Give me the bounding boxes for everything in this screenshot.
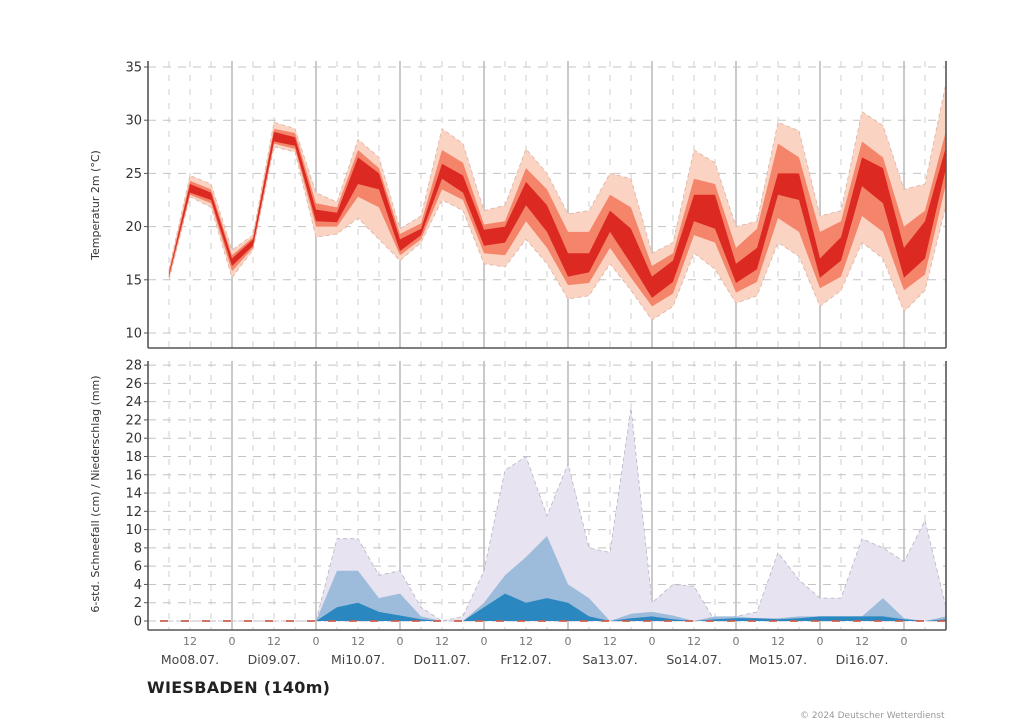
y-tick-label: 35: [125, 61, 142, 76]
y-tick-label: 20: [125, 432, 142, 447]
hour-tick-label: 12: [267, 635, 281, 648]
y-tick-label: 2: [134, 596, 142, 611]
y-tick-label: 6: [134, 560, 142, 575]
precipitation-ylabel: 6-std. Schneefall (cm) / Niederschlag (m…: [89, 375, 102, 612]
temperature-chart: 10 15 20 25 30 35 Temperatur 2m (°C): [89, 61, 947, 349]
day-label: Do11.07.: [413, 652, 470, 667]
hour-tick-label: 0: [733, 635, 740, 648]
hour-tick-label: 12: [351, 635, 365, 648]
hour-tick-label: 0: [481, 635, 488, 648]
hour-tick-label: 0: [817, 635, 824, 648]
hour-tick-label: 0: [649, 635, 656, 648]
hour-tick-label: 0: [901, 635, 908, 648]
hour-tick-label: 12: [603, 635, 617, 648]
day-label: Mo08.07.: [161, 652, 219, 667]
y-tick-label: 16: [125, 468, 142, 483]
hour-tick-label: 12: [183, 635, 197, 648]
y-tick-label: 22: [125, 413, 142, 428]
y-tick-label: 0: [134, 615, 142, 630]
hour-tick-label: 12: [435, 635, 449, 648]
day-label: Sa13.07.: [582, 652, 637, 667]
hour-tick-label: 0: [565, 635, 572, 648]
hour-tick-label: 12: [519, 635, 533, 648]
day-label: So14.07.: [666, 652, 721, 667]
y-tick-label: 15: [125, 273, 142, 288]
day-label: Mi10.07.: [331, 652, 385, 667]
hour-tick-label: 0: [229, 635, 236, 648]
day-label: Di09.07.: [248, 652, 301, 667]
ensemble-band: [169, 131, 946, 298]
y-tick-label: 25: [125, 167, 142, 182]
y-tick-label: 4: [134, 578, 142, 593]
hour-tick-label: 12: [687, 635, 701, 648]
y-tick-label: 10: [125, 523, 142, 538]
station-title: WIESBADEN (140m): [147, 678, 331, 697]
day-label: Fr12.07.: [500, 652, 551, 667]
ensemble-band: [169, 536, 946, 621]
hour-tick-label: 12: [771, 635, 785, 648]
temperature-axes: 10 15 20 25 30 35: [125, 61, 947, 349]
day-label: Mo15.07.: [749, 652, 807, 667]
hour-tick-label: 0: [313, 635, 320, 648]
y-tick-label: 12: [125, 505, 142, 520]
y-tick-label: 28: [125, 359, 142, 374]
ensemble-band: [168, 82, 947, 321]
hour-tick-label: 0: [397, 635, 404, 648]
day-label: Di16.07.: [836, 652, 889, 667]
copyright-notice: © 2024 Deutscher Wetterdienst: [800, 711, 945, 721]
precipitation-ensemble-bands: [160, 407, 947, 622]
y-tick-label: 24: [125, 395, 142, 410]
y-tick-label: 10: [125, 327, 142, 342]
temperature-ensemble-bands: [168, 82, 947, 321]
time-axis: 12 0 12 0 12 0 12 0 12 0 12 0 12 0 12 0 12 0 Mo08.07. Di09.…: [161, 635, 908, 667]
y-tick-label: 30: [125, 114, 142, 129]
y-tick-label: 14: [125, 487, 142, 502]
y-tick-label: 8: [134, 541, 142, 556]
hour-tick-label: 12: [855, 635, 869, 648]
y-tick-label: 20: [125, 220, 142, 235]
ensemble-band: [169, 593, 946, 621]
y-tick-label: 26: [125, 377, 142, 392]
y-tick-label: 18: [125, 450, 142, 465]
temperature-ylabel: Temperatur 2m (°C): [89, 150, 102, 261]
